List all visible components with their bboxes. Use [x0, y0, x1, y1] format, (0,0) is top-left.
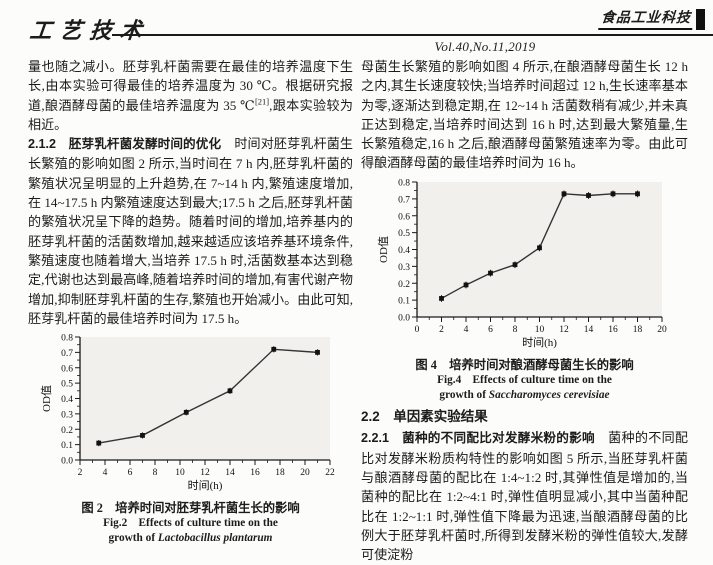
paragraph-strain-ratio: 2.2.1 菌种的不同配比对发酵米粉的影响 菌种的不同配比对发酵米粉质构特性的影… [361, 428, 688, 564]
fig4-caption-en-line2: growth of [439, 389, 489, 402]
subsection-heading-2-1-2: 2.1.2 胚芽乳杆菌发酵时间的优化 [28, 137, 222, 152]
svg-text:6: 6 [488, 325, 493, 335]
fig4-caption-zh: 图 4 培养时间对酿酒酵母菌生长的影响 [415, 358, 634, 373]
svg-text:6: 6 [128, 468, 133, 478]
svg-text:0.7: 0.7 [61, 349, 73, 359]
svg-text:0.0: 0.0 [61, 457, 73, 467]
svg-text:0.6: 0.6 [61, 364, 73, 374]
paragraph-text: 量也随之减小。胚芽乳杆菌需要在最佳的培养温度下生长,由本实验可得最佳的培养温度为… [28, 59, 353, 113]
svg-text:4: 4 [463, 325, 468, 335]
journal-logo-text: 食品工业科技 [598, 7, 694, 30]
svg-text:4: 4 [103, 468, 108, 478]
svg-text:16: 16 [608, 325, 618, 335]
paragraph-text: 时间对胚芽乳杆菌生长繁殖的影响如图 2 所示,当时间在 7 h 内,胚芽乳杆菌的… [28, 136, 354, 326]
svg-text:0.2: 0.2 [61, 426, 73, 436]
fig4-caption: 图 4 培养时间对酿酒酵母菌生长的影响 Fig.4 Effects of cul… [361, 357, 688, 403]
paragraph-text: ,跟本实验较为相近。 [28, 97, 354, 132]
svg-text:时间(h): 时间(h) [188, 479, 223, 492]
svg-text:0.8: 0.8 [61, 334, 73, 344]
svg-text:8: 8 [512, 325, 517, 335]
svg-text:0: 0 [414, 325, 419, 335]
svg-text:16: 16 [250, 468, 260, 478]
fig2-caption-en-line2: growth of [108, 532, 158, 545]
svg-text:0.3: 0.3 [61, 411, 73, 421]
fig4-species-name: Saccharomyces cerevisiae [488, 389, 610, 402]
svg-text:18: 18 [632, 325, 642, 335]
fig4-caption-en: Fig.4 Effects of culture time on the gro… [361, 373, 688, 403]
paragraph-fermentation-time: 2.1.2 胚芽乳杆菌发酵时间的优化 时间对胚芽乳杆菌生长繁殖的影响如图 2 所… [28, 134, 353, 328]
fig4-line-chart: 0.0 0.1 0.2 0.3 0.4 0.5 0.6 0.7 0.8 0 2 4 6 8 10 12 14 16… [377, 178, 667, 349]
svg-text:OD值: OD值 [377, 236, 390, 263]
fig2-caption-en: Fig.2 Effects of culture time on the gro… [28, 516, 353, 546]
svg-text:12: 12 [200, 468, 210, 478]
svg-text:20: 20 [657, 325, 667, 335]
fig2-caption-en-line1: Fig.2 Effects of culture time on the [103, 517, 278, 530]
svg-text:22: 22 [325, 468, 335, 478]
svg-text:0.5: 0.5 [398, 229, 410, 239]
right-column: 母菌生长繁殖的影响如图 4 所示,在酿酒酵母菌生长 12 h 之内,其生长速度较… [361, 57, 688, 564]
svg-text:0.5: 0.5 [61, 380, 73, 390]
svg-text:2: 2 [78, 468, 83, 478]
citation-ref: [21] [254, 96, 270, 107]
svg-text:20: 20 [300, 468, 310, 478]
svg-text:10: 10 [175, 468, 185, 478]
paragraph-temperature-conclusion: 量也随之减小。胚芽乳杆菌需要在最佳的培养温度下生长,由本实验可得最佳的培养温度为… [28, 57, 353, 134]
subsection-heading-2-2-1: 2.2.1 菌种的不同配比对发酵米粉的影响 [361, 431, 595, 446]
svg-text:0.4: 0.4 [61, 395, 73, 405]
paragraph-text: 菌种的不同配比对发酵米粉质构特性的影响如图 5 所示,当胚芽乳杆菌与酿酒酵母菌的… [361, 430, 689, 563]
svg-text:0.4: 0.4 [398, 246, 410, 256]
svg-text:0.0: 0.0 [398, 313, 410, 323]
fig4-caption-en-line1: Fig.4 Effects of culture time on the [437, 374, 612, 387]
svg-text:0.6: 0.6 [398, 212, 410, 222]
fig2-caption-zh: 图 2 培养时间对胚芽乳杆菌生长的影响 [81, 501, 300, 516]
svg-text:10: 10 [534, 325, 544, 335]
figure-2: 0.0 0.1 0.2 0.3 0.4 0.5 0.6 0.7 0.8 2 4 6 8 10 12 14 16 1… [28, 330, 353, 546]
paragraph-yeast-growth: 母菌生长繁殖的影响如图 4 所示,在酿酒酵母菌生长 12 h 之内,其生长速度较… [361, 59, 688, 171]
svg-text:14: 14 [583, 325, 593, 335]
svg-text:14: 14 [225, 468, 235, 478]
svg-text:0.7: 0.7 [398, 195, 410, 205]
journal-logo: 食品工业科技 [598, 7, 705, 30]
svg-text:8: 8 [153, 468, 158, 478]
fig2-caption: 图 2 培养时间对胚芽乳杆菌生长的影响 Fig.2 Effects of cul… [28, 500, 353, 546]
figure-4: 0.0 0.1 0.2 0.3 0.4 0.5 0.6 0.7 0.8 0 2 4 6 8 10 12 14 16… [361, 175, 688, 403]
svg-text:0.1: 0.1 [398, 296, 410, 306]
fig2-line-chart: 0.0 0.1 0.2 0.3 0.4 0.5 0.6 0.7 0.8 2 4 6 8 10 12 14 16 1… [40, 334, 335, 493]
svg-text:0.1: 0.1 [61, 441, 73, 451]
svg-text:0.3: 0.3 [398, 263, 410, 273]
volume-info: Vol.40,No.11,2019 [434, 39, 536, 54]
svg-text:0.2: 0.2 [398, 280, 410, 290]
fig2-species-name: Lactobacillus plantarum [157, 532, 273, 545]
column-tag-calligraphy: 工艺技术 [28, 18, 152, 43]
header-rule [112, 34, 713, 36]
svg-text:时间(h): 时间(h) [522, 336, 557, 349]
svg-text:18: 18 [275, 468, 285, 478]
svg-text:2: 2 [439, 325, 444, 335]
journal-logo-bar-icon [696, 9, 705, 30]
svg-text:OD值: OD值 [40, 385, 53, 412]
svg-text:0.8: 0.8 [398, 178, 410, 188]
section-heading-2-2: 2.2 单因素实验结果 [361, 409, 488, 425]
svg-text:12: 12 [559, 325, 569, 335]
left-column: 量也随之减小。胚芽乳杆菌需要在最佳的培养温度下生长,由本实验可得最佳的培养温度为… [28, 57, 353, 546]
